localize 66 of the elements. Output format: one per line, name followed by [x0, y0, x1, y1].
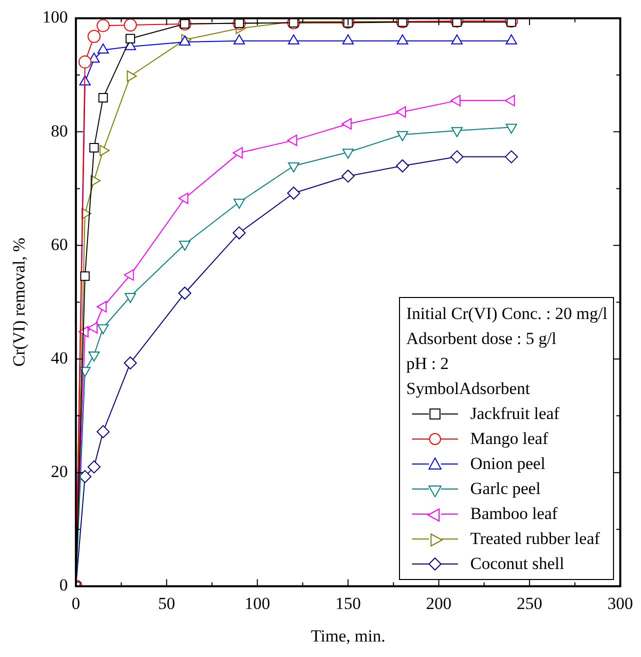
y-tick-label: 40 [50, 348, 68, 368]
point [342, 170, 355, 183]
x-tick-label: 300 [608, 594, 633, 613]
legend-label: Jackfruit leaf [470, 403, 560, 426]
x-tick-label: 150 [335, 594, 361, 613]
point [98, 92, 108, 102]
point [88, 30, 101, 43]
point [88, 322, 98, 334]
point [126, 34, 136, 44]
point [89, 142, 99, 152]
point [80, 271, 90, 281]
point [124, 356, 137, 370]
point [96, 301, 107, 312]
legend-label: Bamboo leaf [470, 503, 558, 526]
point [396, 131, 408, 142]
legend-label: Onion peel [470, 453, 546, 476]
legend-label: Treated rubber leaf [470, 528, 600, 550]
point [450, 94, 460, 106]
point [287, 186, 300, 200]
point [450, 150, 464, 164]
annotation: Adsorbent dose : 5 g/l [406, 328, 558, 350]
point [504, 150, 518, 164]
x-tick-label: 250 [516, 594, 542, 613]
point [97, 44, 109, 54]
x-tick-label: 50 [158, 594, 176, 613]
point [179, 240, 190, 251]
y-axis-title: Cr(VI) removal, % [10, 238, 29, 367]
point [178, 286, 192, 300]
point [124, 293, 136, 304]
point [342, 148, 354, 159]
point [96, 425, 110, 438]
point [451, 127, 463, 138]
y-tick-label: 20 [50, 462, 68, 482]
x-tick-label: 200 [426, 594, 452, 613]
point [78, 55, 92, 68]
point [506, 124, 518, 134]
point [126, 70, 137, 82]
point [396, 106, 406, 118]
point [288, 162, 300, 172]
point [232, 226, 246, 240]
point [234, 198, 245, 209]
point [124, 18, 137, 32]
y-tick-label: 60 [50, 234, 68, 254]
legend-label: Coconut shell [470, 553, 564, 576]
x-axis-title: Time, min. [310, 626, 386, 646]
y-tick-label: 80 [50, 121, 68, 140]
y-tick-label: 100 [42, 8, 68, 27]
annotation: Initial Cr(VI) Conc. : 20 mg/l [406, 303, 608, 326]
point [78, 470, 92, 484]
point [88, 460, 101, 474]
point [504, 94, 515, 106]
point [232, 147, 243, 159]
legend-label: Mango leaf [470, 428, 548, 450]
point [97, 324, 109, 334]
point [287, 134, 298, 146]
point [396, 159, 410, 172]
point [88, 352, 100, 362]
point [96, 19, 110, 32]
y-tick-label: 0 [59, 576, 68, 595]
x-tick-label: 100 [244, 594, 270, 613]
x-tick-label: 0 [72, 594, 80, 613]
legend-label: Garlc peel [470, 478, 541, 500]
point [178, 192, 188, 204]
annotation: pH : 2 [406, 353, 450, 376]
point [342, 118, 352, 130]
legend-title: SymbolAdsorbent [406, 378, 531, 400]
